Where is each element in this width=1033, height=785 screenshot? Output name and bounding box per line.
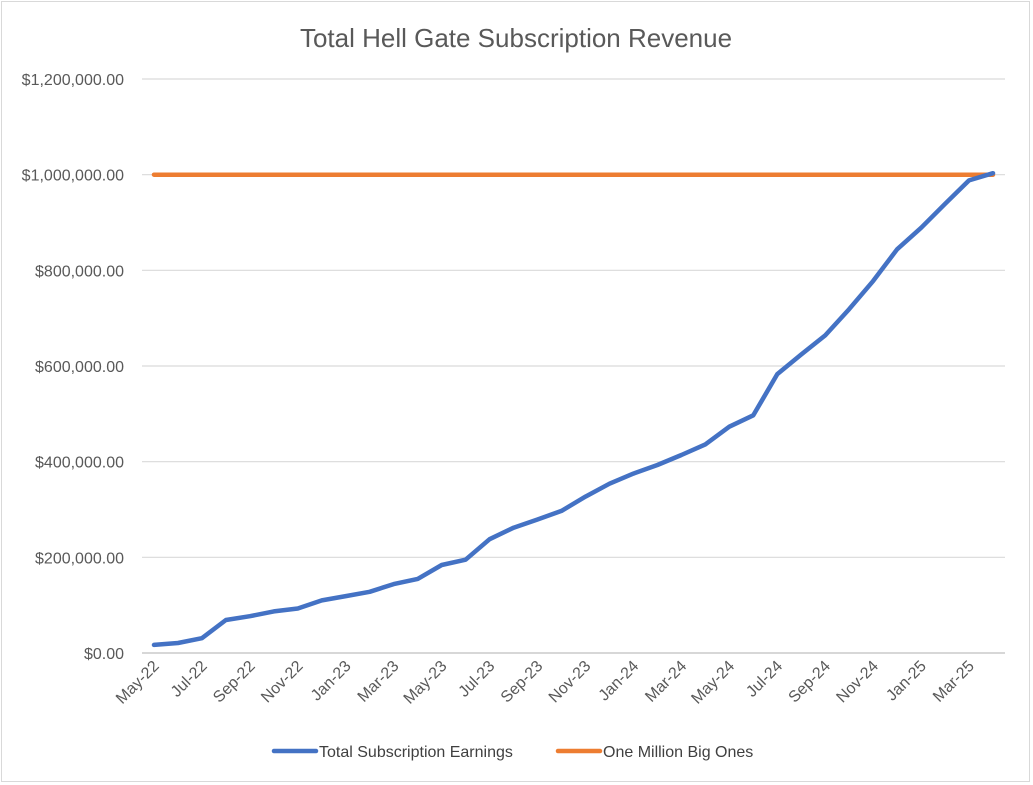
- x-tick-label: May-22: [113, 658, 163, 708]
- x-tick-label: Nov-23: [546, 658, 595, 707]
- x-axis-tick-labels: May-22 Jul-22 Sep-22 Nov-22 Jan-23 Mar-23May-…: [113, 658, 978, 708]
- legend-label-total-subscription-earnings: Total Subscription Earnings: [319, 744, 513, 761]
- x-tick-label: Jul-22: [168, 658, 211, 701]
- x-tick-label: Nov-24: [833, 658, 882, 707]
- x-tick-label: Mar-25: [930, 658, 978, 706]
- x-tick-label: Jan-25: [883, 658, 930, 705]
- legend: Total Subscription Earnings One Million …: [271, 744, 753, 761]
- y-tick-label: $600,000.00: [35, 359, 124, 376]
- gridlines: [142, 78, 1005, 558]
- y-tick-label: $1,000,000.00: [22, 168, 124, 185]
- x-tick-label: Sep-24: [786, 658, 835, 707]
- x-tick-label: May-24: [688, 658, 738, 708]
- series-lines: [151, 170, 996, 648]
- x-tick-label: Mar-24: [642, 658, 690, 706]
- series-line-total-subscription-earnings: [151, 170, 996, 648]
- y-tick-label: $0.00: [84, 646, 124, 663]
- x-tick-label: Nov-22: [258, 658, 307, 707]
- x-tick-label: Mar-23: [355, 658, 403, 706]
- y-tick-label: $1,200,000.00: [22, 72, 124, 89]
- y-axis-tick-labels: $0.00 $200,000.00 $400,000.00 $600,000.00 $8…: [22, 72, 124, 663]
- legend-label-one-million-big-ones: One Million Big Ones: [603, 744, 753, 761]
- y-tick-label: $200,000.00: [35, 550, 124, 567]
- x-tick-label: May-23: [401, 658, 451, 708]
- x-tick-label: Sep-22: [210, 658, 259, 707]
- x-tick-label: Jul-24: [743, 658, 786, 701]
- x-tick-label: Sep-23: [498, 658, 547, 707]
- x-tick-label: Jan-23: [308, 658, 355, 705]
- x-tick-label: Jul-23: [456, 658, 499, 701]
- y-tick-label: $400,000.00: [35, 455, 124, 472]
- x-tick-label: Jan-24: [596, 658, 643, 705]
- chart-title: Total Hell Gate Subscription Revenue: [300, 23, 732, 53]
- y-tick-label: $800,000.00: [35, 263, 124, 280]
